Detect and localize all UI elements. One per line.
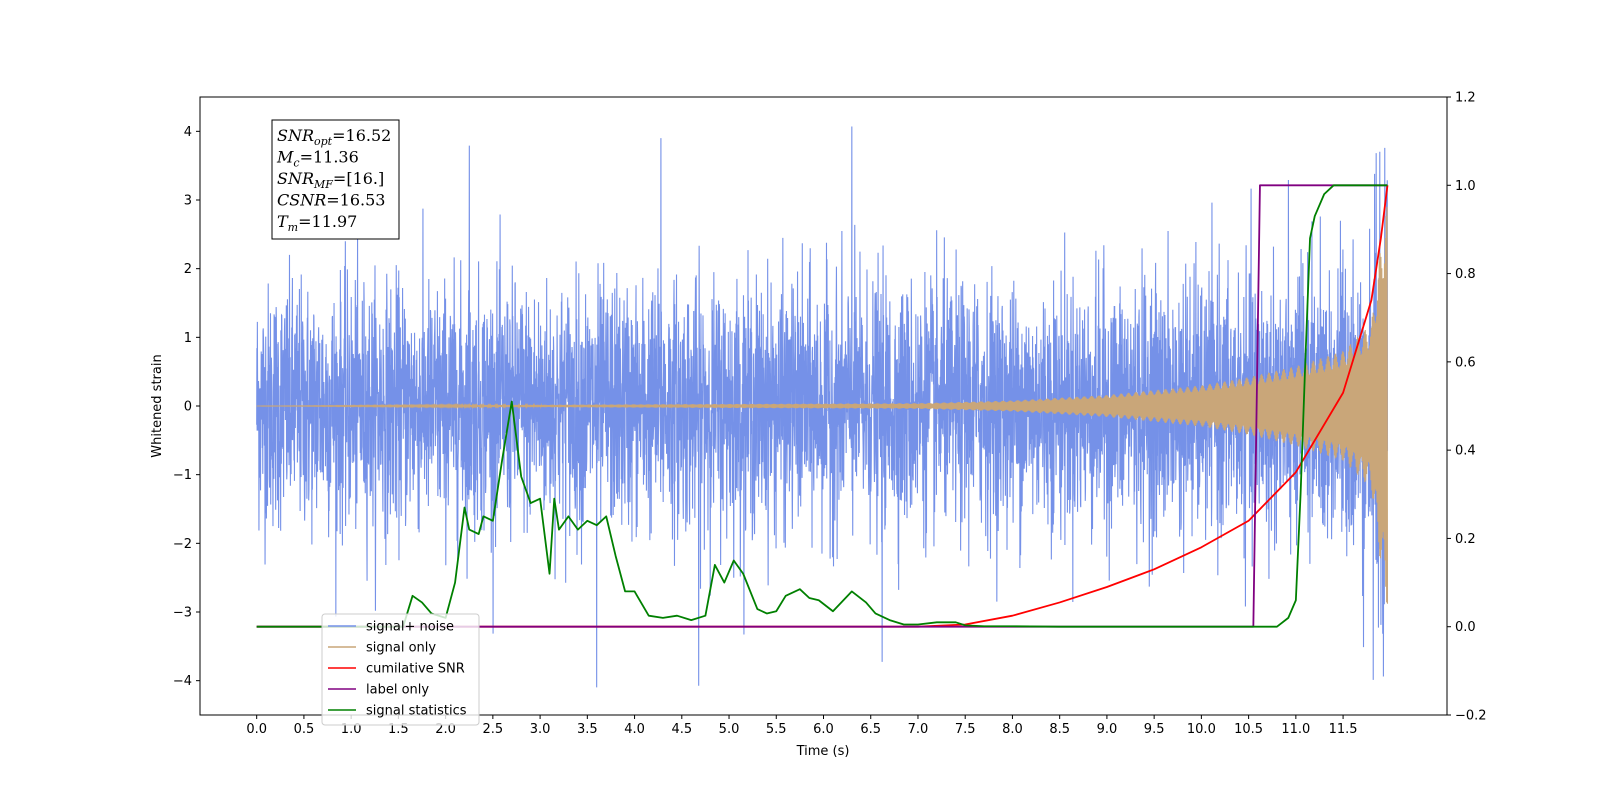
- legend-frame: [321, 613, 480, 726]
- x-tick-label: 8.5: [1049, 722, 1070, 737]
- y-axis-left: −4 −3 −2 −1 0 1 2 3 4: [173, 125, 200, 689]
- annotation-line: SNRopt=16.52: [277, 126, 391, 148]
- x-tick-label: 11.0: [1281, 722, 1310, 737]
- y-tick-label: −2: [173, 537, 192, 552]
- x-tick-label: 1.0: [341, 722, 362, 737]
- annotation-line: Mc=11.36: [276, 148, 359, 170]
- y-axis-label: Whitened strain: [150, 354, 165, 457]
- y-tick-label: 0: [184, 400, 192, 415]
- x-tick-label: 2.0: [435, 722, 456, 737]
- y-axis-right: −0.2 0.0 0.2 0.4 0.6 0.8 1.0 1.2: [1447, 91, 1487, 724]
- x-tick-label: 6.5: [860, 722, 881, 737]
- legend-label: label only: [366, 683, 429, 698]
- x-tick-label: 0.5: [294, 722, 315, 737]
- annotation-line: CSNR=16.53: [277, 191, 385, 210]
- x-tick-label: 4.5: [671, 722, 692, 737]
- legend: signal+ noise signal only cumilative SNR la…: [321, 613, 480, 726]
- x-tick-label: 5.5: [766, 722, 787, 737]
- x-tick-label: 5.0: [719, 722, 740, 737]
- y-right-tick-label: −0.2: [1455, 709, 1487, 724]
- x-tick-label: 7.5: [955, 722, 976, 737]
- series-signal-statistics: [256, 184, 1388, 628]
- x-tick-label: 6.0: [813, 722, 834, 737]
- legend-label: signal only: [366, 641, 436, 656]
- x-tick-label: 3.0: [530, 722, 551, 737]
- y-right-tick-label: 1.0: [1455, 179, 1476, 194]
- x-tick-label: 9.5: [1144, 722, 1165, 737]
- x-tick-label: 10.0: [1187, 722, 1216, 737]
- x-tick-label: 7.0: [908, 722, 929, 737]
- x-axis: 0.0 0.5 1.0 1.5 2.0 2.5 3.0 3.5 4.0 4.5 5.0 5.5 6.0 6…: [246, 715, 1358, 737]
- y-tick-label: −4: [173, 674, 192, 689]
- series-signal-only: [256, 206, 1389, 604]
- y-right-tick-label: 1.2: [1455, 91, 1476, 106]
- x-tick-label: 2.5: [483, 722, 504, 737]
- series-cumilative-snr: [256, 185, 1389, 628]
- annotation-line: Tm=11.97: [277, 212, 357, 234]
- legend-label: signal statistics: [366, 704, 467, 719]
- y-tick-label: −1: [173, 468, 192, 483]
- x-tick-label: 8.0: [1002, 722, 1023, 737]
- y-tick-label: 4: [184, 125, 192, 140]
- line-series-layer: [256, 184, 1389, 628]
- annotation-box: SNRopt=16.52Mc=11.36SNRMF=[16.]CSNR=16.5…: [271, 119, 400, 240]
- y-tick-label: 1: [184, 331, 192, 346]
- y-right-tick-label: 0.4: [1455, 444, 1476, 459]
- chirp-series-layer: [256, 206, 1389, 604]
- x-tick-label: 4.0: [624, 722, 645, 737]
- x-tick-label: 11.5: [1329, 722, 1358, 737]
- y-right-tick-label: 0.0: [1455, 620, 1476, 635]
- x-axis-label: Time (s): [796, 744, 850, 759]
- series-label-only: [256, 184, 1388, 628]
- noise-series-layer: [256, 126, 1389, 688]
- x-tick-label: 10.5: [1234, 722, 1263, 737]
- legend-label: signal+ noise: [366, 620, 454, 635]
- x-tick-label: 0.0: [246, 722, 267, 737]
- series-signal-plus-noise: [256, 126, 1389, 688]
- y-right-tick-label: 0.2: [1455, 532, 1476, 547]
- x-tick-label: 9.0: [1097, 722, 1118, 737]
- x-tick-label: 1.5: [388, 722, 409, 737]
- y-right-tick-label: 0.8: [1455, 267, 1476, 282]
- x-tick-label: 3.5: [577, 722, 598, 737]
- legend-label: cumilative SNR: [366, 662, 465, 677]
- y-right-tick-label: 0.6: [1455, 355, 1476, 370]
- y-tick-label: −3: [173, 606, 192, 621]
- annotation-frame: [271, 119, 400, 240]
- annotation-line: SNRMF=[16.]: [277, 169, 384, 191]
- y-tick-label: 3: [184, 194, 192, 209]
- y-tick-label: 2: [184, 262, 192, 277]
